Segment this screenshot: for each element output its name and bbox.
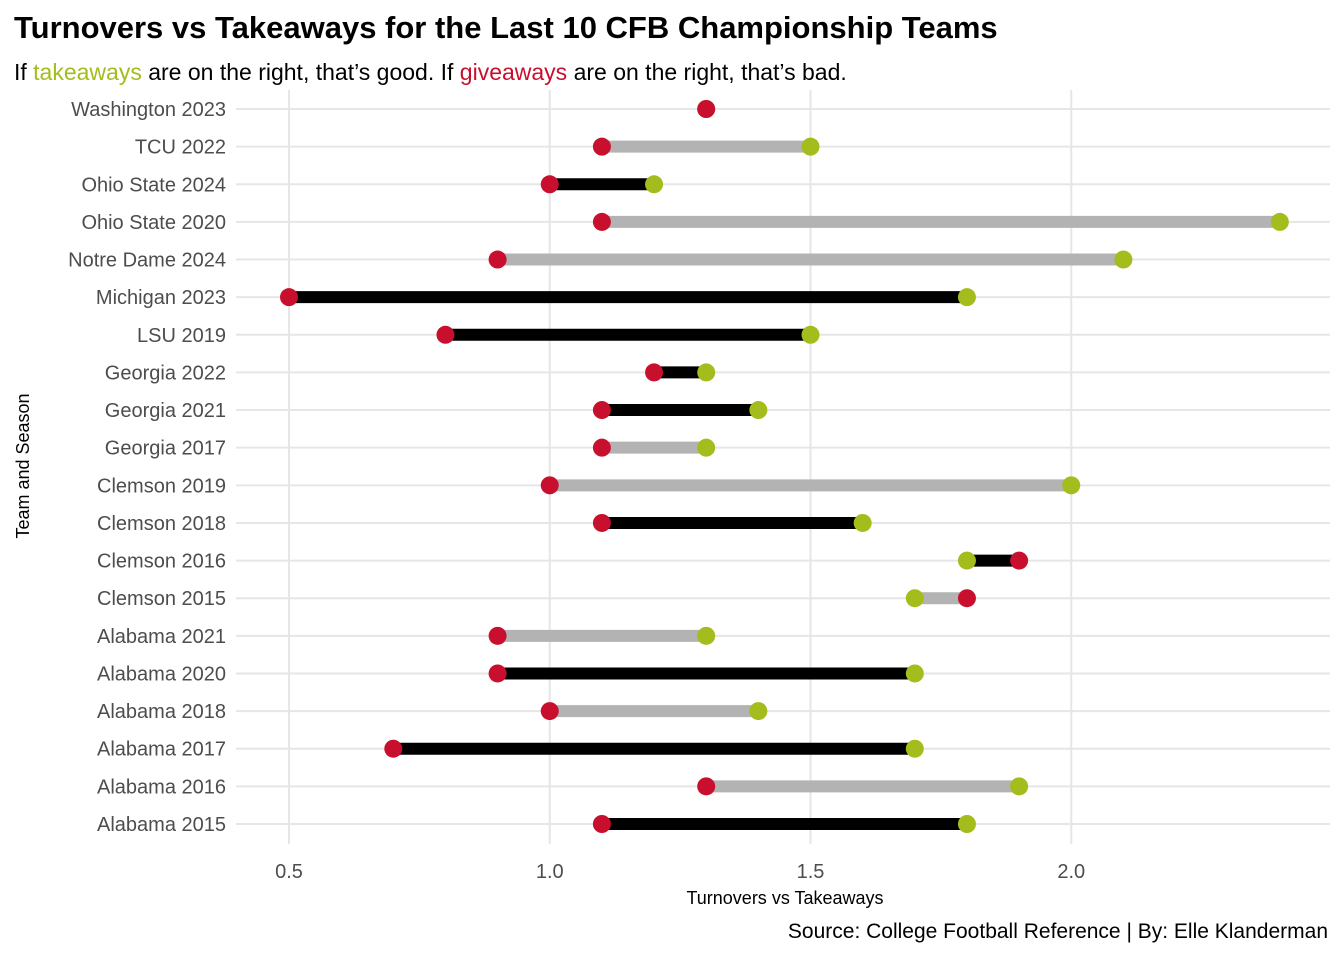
y-tick-label: Notre Dame 2024 <box>68 250 226 272</box>
y-tick-label: Ohio State 2024 <box>81 174 226 196</box>
subtitle-part-1: If <box>14 59 34 85</box>
y-tick-label: Clemson 2018 <box>97 513 226 535</box>
y-tick-label: Ohio State 2020 <box>81 212 226 234</box>
giveaways-point <box>592 212 611 231</box>
y-tick-label: Alabama 2015 <box>97 814 226 836</box>
giveaways-point <box>592 815 611 833</box>
giveaways-point <box>697 100 716 118</box>
giveaways-point <box>592 438 611 457</box>
takeaways-point <box>697 363 716 382</box>
chart-caption: Source: College Football Reference | By:… <box>787 920 1328 943</box>
giveaways-point <box>592 513 611 532</box>
takeaways-point <box>749 401 768 420</box>
chart-title: Turnovers vs Takeaways for the Last 10 C… <box>14 10 998 45</box>
takeaways-point <box>1270 212 1289 231</box>
takeaways-point <box>801 325 820 344</box>
giveaways-point <box>436 325 455 344</box>
grid-layer <box>236 90 1330 844</box>
giveaways-point <box>488 626 507 645</box>
y-tick-label: Alabama 2016 <box>97 776 226 798</box>
x-tick-label: 1.0 <box>536 861 564 883</box>
y-tick-label: Washington 2023 <box>71 99 226 121</box>
takeaways-point <box>697 438 716 457</box>
giveaways-point <box>645 363 664 382</box>
giveaways-point <box>540 702 559 721</box>
y-tick-label: Georgia 2021 <box>105 400 226 422</box>
y-tick-label: Clemson 2015 <box>97 588 226 610</box>
subtitle-takeaways-word: takeaways <box>33 59 142 85</box>
takeaways-point <box>905 739 924 758</box>
giveaways-point <box>957 589 976 608</box>
y-tick-label: Alabama 2018 <box>97 701 226 723</box>
giveaways-point <box>384 739 403 758</box>
subtitle-part-2: are on the right, that’s good. If <box>141 59 460 85</box>
y-tick-label: Alabama 2017 <box>97 739 226 761</box>
takeaways-point <box>853 513 872 532</box>
takeaways-point <box>905 664 924 683</box>
takeaways-point <box>749 702 768 721</box>
takeaways-point <box>957 815 976 833</box>
y-tick-label: Georgia 2022 <box>105 362 226 384</box>
takeaways-point <box>645 175 664 194</box>
giveaways-point <box>540 175 559 194</box>
giveaways-point <box>280 288 298 307</box>
giveaways-point <box>1010 551 1029 570</box>
y-tick-label: Clemson 2019 <box>97 475 226 497</box>
y-tick-label: Clemson 2016 <box>97 551 226 573</box>
takeaways-point <box>905 589 924 608</box>
giveaways-point <box>697 777 716 796</box>
y-tick-label: Alabama 2020 <box>97 663 226 685</box>
subtitle-giveaways-word: giveaways <box>459 59 568 85</box>
y-tick-label: TCU 2022 <box>135 137 226 159</box>
x-tick-label: 2.0 <box>1057 861 1085 883</box>
takeaways-point <box>957 551 976 570</box>
giveaways-point <box>540 476 559 495</box>
takeaways-point <box>957 288 976 307</box>
label-layer: 0.5 1.0 1.5 2.0 Alabama 2015 Alabama 2016 Alab… <box>68 99 1085 883</box>
y-tick-label: Georgia 2017 <box>105 438 226 460</box>
giveaways-point <box>592 401 611 420</box>
giveaways-point <box>488 664 507 683</box>
y-tick-label: Alabama 2021 <box>97 626 226 648</box>
takeaways-point <box>1010 777 1029 796</box>
takeaways-point <box>1114 250 1133 269</box>
x-tick-label: 0.5 <box>275 861 303 883</box>
giveaways-point <box>592 137 611 156</box>
subtitle-part-3: are on the right, that’s bad. <box>567 59 847 85</box>
chart-subtitle: If takeaways are on the right, that’s go… <box>14 59 847 86</box>
giveaways-point <box>488 250 507 269</box>
x-axis-title: Turnovers vs Takeaways <box>686 888 883 908</box>
takeaways-point <box>697 626 716 645</box>
y-tick-label: LSU 2019 <box>137 325 226 347</box>
x-tick-label: 1.5 <box>797 861 825 883</box>
takeaways-point <box>801 137 820 156</box>
dot-layer <box>280 100 1289 833</box>
y-tick-label: Michigan 2023 <box>96 287 226 309</box>
takeaways-point <box>1062 476 1081 495</box>
y-axis-title: Team and Season <box>13 393 33 538</box>
